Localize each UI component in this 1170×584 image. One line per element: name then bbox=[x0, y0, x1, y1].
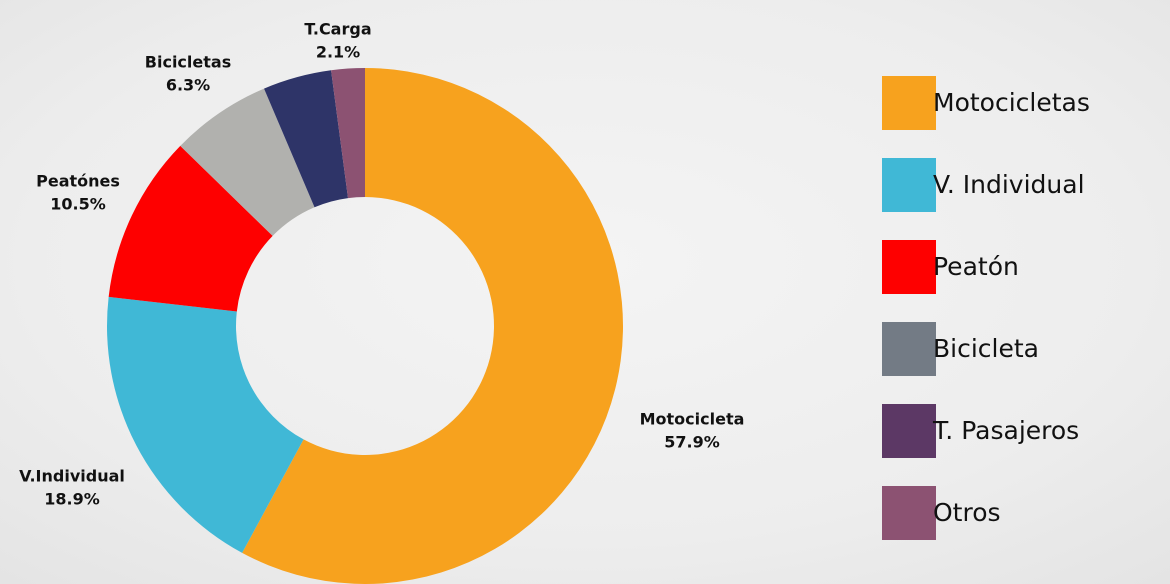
legend-label: Otros bbox=[933, 498, 1001, 527]
legend-label: T. Pasajeros bbox=[932, 416, 1079, 445]
legend-label: Motocicletas bbox=[933, 88, 1090, 117]
legend-label: V. Individual bbox=[933, 170, 1085, 199]
legend-swatch bbox=[882, 158, 936, 212]
legend-swatch bbox=[882, 76, 936, 130]
legend-label: Peatón bbox=[933, 252, 1019, 281]
slice-label: T.Carga bbox=[304, 20, 371, 39]
slice-label: Bicicletas bbox=[145, 53, 231, 72]
slice-value-label: 6.3% bbox=[166, 76, 210, 95]
slice-value-label: 10.5% bbox=[50, 195, 106, 214]
slice-value-label: 18.9% bbox=[44, 490, 100, 509]
legend-swatch bbox=[882, 486, 936, 540]
legend-label: Bicicleta bbox=[933, 334, 1039, 363]
chart: Motocicleta 57.9% V.Individual 18.9% Peatóne… bbox=[0, 0, 1170, 584]
legend-swatch bbox=[882, 322, 936, 376]
legend-swatch bbox=[882, 404, 936, 458]
slice-value-label: 57.9% bbox=[664, 433, 720, 452]
slice-label: V.Individual bbox=[19, 467, 125, 486]
slice-label: Motocicleta bbox=[640, 410, 745, 429]
page: Motocicleta 57.9% V.Individual 18.9% Peatóne… bbox=[0, 0, 1170, 584]
slice-label: Peatónes bbox=[36, 172, 120, 191]
slice-value-label: 2.1% bbox=[316, 43, 360, 62]
legend-swatch bbox=[882, 240, 936, 294]
